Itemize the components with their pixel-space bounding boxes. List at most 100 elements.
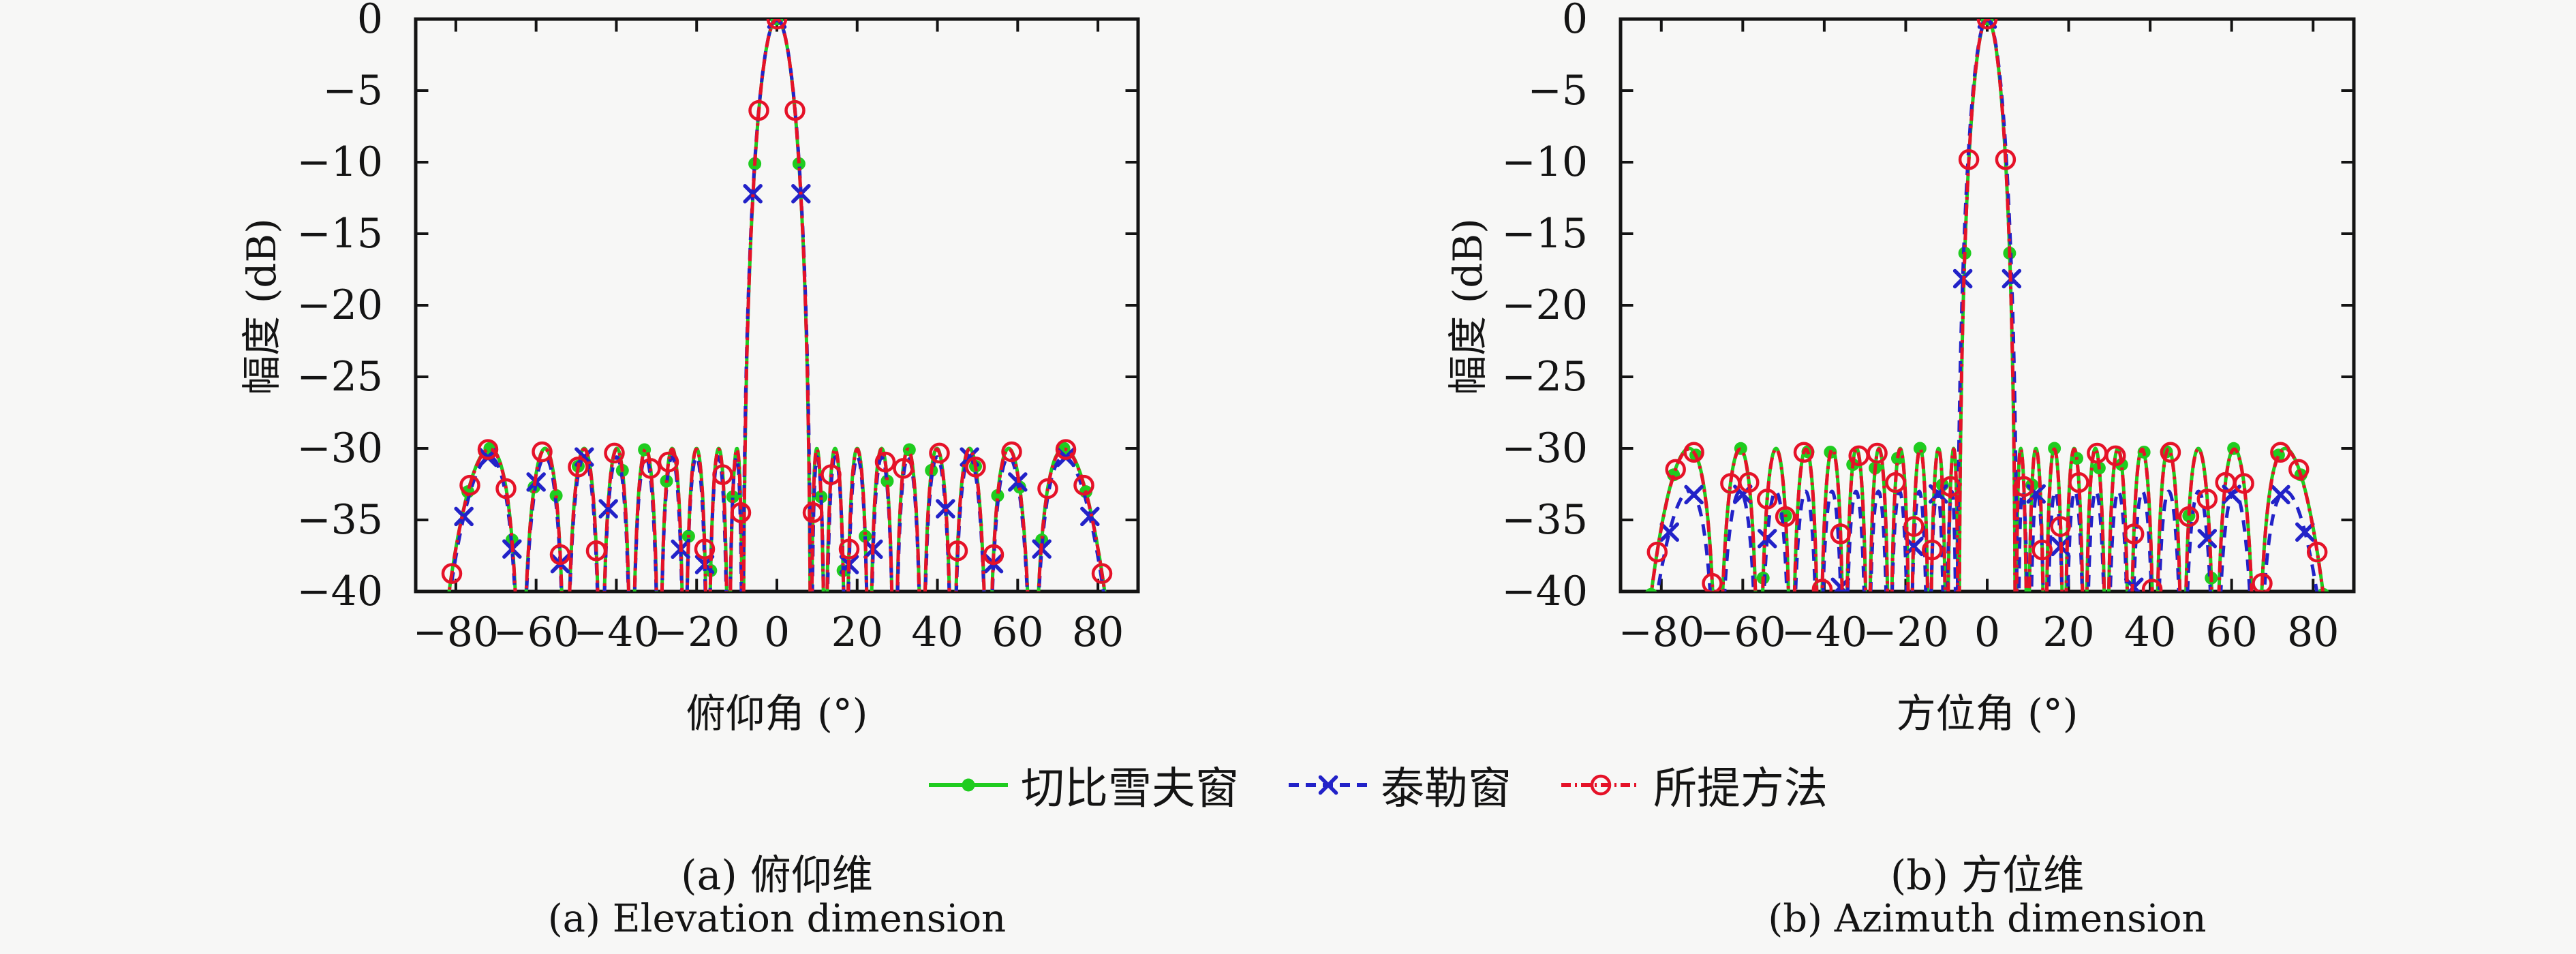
circle-marker: [1055, 439, 1077, 460]
x-tick-label: 80: [1072, 609, 1124, 656]
curves: [1645, 19, 2329, 591]
y-tick-label: −15: [296, 210, 383, 258]
circle-marker: [2270, 442, 2291, 463]
elevation-x-axis-label: 俯仰角 (°): [686, 690, 868, 737]
circle-marker: [441, 563, 463, 584]
circle-marker: [712, 464, 733, 485]
y-tick-label: −40: [296, 568, 383, 615]
x-marker: [2271, 484, 2290, 505]
y-tick-label: −35: [1501, 496, 1588, 544]
y-tick-label: −20: [296, 281, 383, 329]
circle-marker: [549, 544, 571, 566]
dot-marker: [1913, 442, 1927, 455]
circle-marker: [640, 458, 661, 479]
circle-marker: [477, 439, 499, 460]
x-tick-label: −40: [573, 609, 660, 656]
y-tick-label: −10: [296, 138, 383, 186]
circle-marker: [1091, 563, 1113, 584]
circle-marker: [2288, 459, 2310, 480]
tick-labels: −80−60−40−20 0 20 40 60 800−5−10−15−20−25−30−…: [1501, 0, 2339, 656]
circle-marker: [1738, 472, 1760, 493]
y-tick-label: −30: [1501, 425, 1588, 472]
elevation-y-axis-label: 幅度 (dB): [239, 218, 285, 395]
x-marker: [743, 184, 763, 204]
circle-marker: [2068, 472, 2089, 493]
circle-marker: [2050, 516, 2071, 537]
circle-marker: [766, 19, 788, 30]
dot-marker: [962, 778, 975, 792]
circle-marker: [2160, 442, 2181, 463]
circle-marker: [604, 442, 625, 464]
curve-泰勒窗: [1655, 19, 2319, 591]
circle-marker: [874, 451, 896, 473]
x-marker: [1757, 529, 1777, 549]
circle-marker: [1793, 442, 1815, 463]
circle-marker: [694, 538, 716, 560]
legend-label-proposed: 所提方法: [1653, 764, 1828, 814]
circle-marker: [585, 540, 607, 561]
circle-marker: [1976, 19, 1998, 30]
x-tick-label: 40: [911, 609, 963, 656]
circle-marker: [838, 538, 860, 560]
circle-marker: [1939, 476, 1961, 497]
circle-marker: [658, 451, 679, 473]
y-tick-label: −40: [1501, 568, 1588, 615]
circle-marker: [2123, 523, 2145, 544]
markers-泰勒窗: [1659, 19, 2315, 591]
axes-frame: [1619, 17, 2356, 594]
circle-marker: [1756, 489, 1778, 510]
circle-marker: [495, 478, 517, 499]
curve-切比雪夫窗: [1649, 19, 2325, 591]
dot-marker: [726, 490, 739, 504]
circle-marker: [784, 99, 806, 121]
circle-marker: [1995, 149, 2017, 170]
x-marker: [1318, 775, 1338, 795]
x-marker: [598, 499, 618, 519]
legend-item-proposed: 所提方法: [1559, 754, 1828, 816]
circle-marker: [730, 502, 752, 523]
x-marker: [454, 506, 474, 527]
axis-ticks: [1622, 18, 2352, 593]
dot-marker: [902, 443, 916, 457]
y-tick-label: −5: [1528, 67, 1588, 114]
dot-marker: [859, 529, 872, 543]
x-tick-label: 0: [764, 609, 790, 656]
circle-marker: [2233, 473, 2254, 494]
chebyshev-line-dot-sample-icon: [929, 778, 1008, 792]
taylor-dashed-x-sample-icon: [1289, 775, 1368, 795]
legend-label-chebyshev: 切比雪夫窗: [1021, 764, 1239, 814]
circle-marker: [2031, 539, 2053, 561]
tick-labels: −80−60−40−20 0 20 40 60 800−5−10−15−20−25−30−…: [296, 0, 1124, 656]
azimuth-caption-zh: (b) 方位维: [1890, 852, 2085, 899]
circle-marker: [2252, 572, 2273, 591]
circle-marker: [1885, 472, 1906, 493]
proposed-dashdot-circle-sample-icon: [1561, 774, 1640, 796]
curve-泰勒窗: [448, 19, 1105, 591]
curves: [441, 19, 1113, 591]
circle-marker: [1811, 579, 1833, 591]
curve-所提方法: [1649, 19, 2325, 591]
markers-所提方法: [441, 19, 1113, 584]
circle-marker: [1665, 459, 1686, 480]
elevation-caption-zh: (a) 俯仰维: [681, 852, 873, 899]
y-tick-label: −20: [1501, 281, 1588, 329]
circle-marker: [1775, 506, 1796, 527]
circle-marker: [1702, 572, 1723, 591]
y-tick-label: 0: [1562, 0, 1588, 43]
markers-泰勒窗: [454, 19, 1100, 574]
x-tick-label: 40: [2124, 609, 2176, 656]
legend-item-taylor: 泰勒窗: [1287, 754, 1512, 816]
x-tick-label: −40: [1781, 609, 1868, 656]
circle-marker: [1646, 541, 1668, 563]
markers-所提方法: [1646, 19, 2328, 591]
y-tick-label: −25: [296, 353, 383, 401]
circle-marker: [2105, 445, 2126, 467]
circle-marker: [2141, 579, 2163, 591]
azimuth-x-axis-label: 方位角 (°): [1896, 690, 2079, 737]
circle-marker: [802, 502, 824, 523]
circle-marker: [965, 456, 986, 478]
x-marker: [1659, 522, 1679, 542]
plot-azimuth: −80−60−40−20 0 20 40 60 800−5−10−15−20−25−30−…: [1501, 0, 2356, 656]
